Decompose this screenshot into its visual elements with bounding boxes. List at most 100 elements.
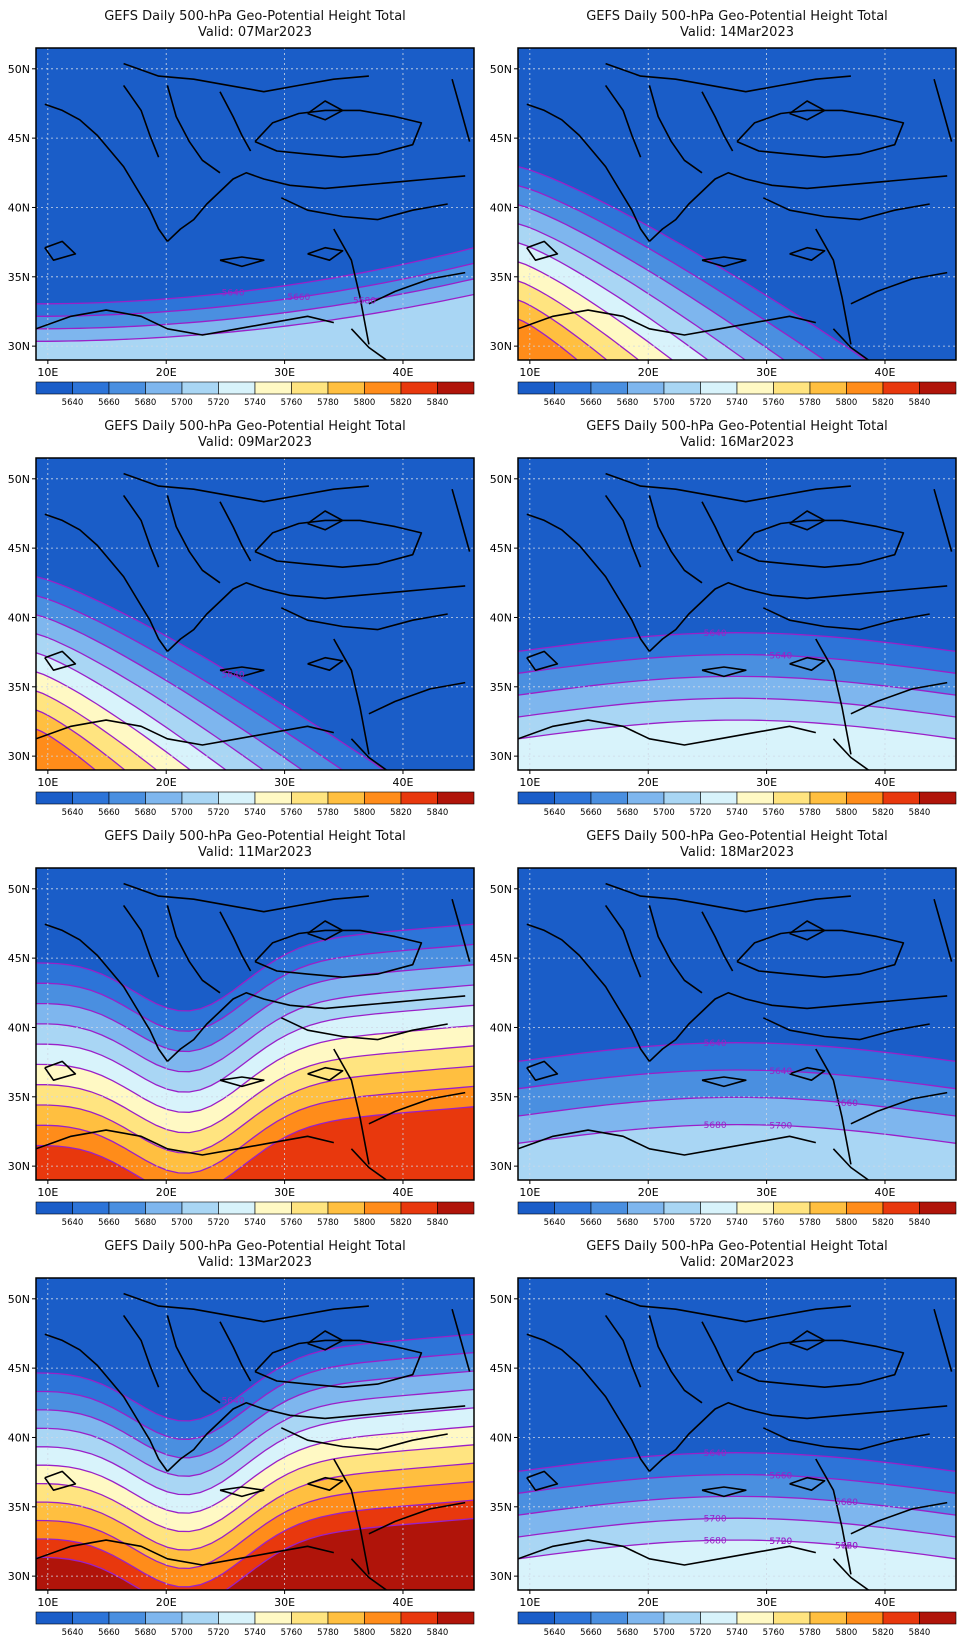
contour-label: 5660 xyxy=(835,1542,858,1552)
coastline xyxy=(254,1339,423,1388)
lon-label: 40E xyxy=(392,1596,413,1609)
coastline xyxy=(451,488,471,552)
coastline xyxy=(604,1314,642,1388)
legend-swatch xyxy=(846,791,884,805)
coastline xyxy=(307,1066,344,1081)
coastline xyxy=(333,1458,370,1575)
lat-label: 40N xyxy=(8,1431,30,1444)
legend-swatch xyxy=(882,381,920,395)
legend-label: 5740 xyxy=(244,1218,266,1228)
coastline xyxy=(333,638,370,755)
contour-line xyxy=(36,652,227,770)
contour-line xyxy=(518,261,674,360)
coastline xyxy=(219,1321,252,1382)
legend-swatch xyxy=(700,381,738,395)
legend-label: 5680 xyxy=(617,1218,639,1228)
coastline xyxy=(701,1486,747,1498)
legend-swatch xyxy=(437,1611,475,1625)
map-panel-p8: GEFS Daily 500-hPa Geo-Potential Height … xyxy=(490,1239,957,1638)
coastline xyxy=(701,1076,747,1088)
legend-swatch xyxy=(72,381,110,395)
legend-swatch xyxy=(400,1201,438,1215)
legend-label: 5840 xyxy=(909,398,931,408)
legend-label: 5680 xyxy=(135,398,157,408)
map-panel-p3: GEFS Daily 500-hPa Geo-Potential Height … xyxy=(8,419,475,818)
coastline xyxy=(933,1308,953,1372)
legend-swatch xyxy=(736,1201,774,1215)
contour-line xyxy=(36,1024,474,1113)
legend-swatch xyxy=(554,791,592,805)
legend-swatch xyxy=(627,1201,665,1215)
lon-label: 10E xyxy=(37,1596,58,1609)
lat-label: 35N xyxy=(490,681,512,694)
lat-label: 45N xyxy=(8,132,30,145)
legend-swatch xyxy=(919,1201,957,1215)
lon-label: 20E xyxy=(638,1596,659,1609)
contour-line xyxy=(36,614,304,770)
lat-label: 45N xyxy=(8,1362,30,1375)
lat-label: 40N xyxy=(8,201,30,214)
coastline xyxy=(832,738,869,770)
lat-label: 30N xyxy=(490,1160,512,1173)
legend-swatch xyxy=(517,1611,555,1625)
map-panel-p6: GEFS Daily 500-hPa Geo-Potential Height … xyxy=(490,829,957,1228)
coastline xyxy=(123,1292,369,1323)
coastline xyxy=(368,1091,466,1125)
map-panel-p7: GEFS Daily 500-hPa Geo-Potential Height … xyxy=(8,1239,475,1638)
coastline xyxy=(789,100,826,121)
panel-title: GEFS Daily 500-hPa Geo-Potential Height … xyxy=(104,9,406,24)
lat-label: 30N xyxy=(8,340,30,353)
panel-title: GEFS Daily 500-hPa Geo-Potential Height … xyxy=(104,419,406,434)
legend-swatch xyxy=(517,791,555,805)
lon-label: 30E xyxy=(756,776,777,789)
coastline xyxy=(333,1048,370,1165)
coastline xyxy=(701,666,747,678)
legend-label: 5760 xyxy=(763,1218,785,1228)
legend-label: 5720 xyxy=(690,1218,712,1228)
contour-line xyxy=(518,632,956,653)
coastline xyxy=(526,923,651,1062)
legend-label: 5720 xyxy=(690,398,712,408)
legend-label: 5760 xyxy=(281,1628,303,1638)
coastline xyxy=(122,494,160,568)
legend-label: 5820 xyxy=(390,808,412,818)
legend-swatch xyxy=(364,791,402,805)
contour-line xyxy=(518,719,956,740)
legend-swatch xyxy=(108,381,146,395)
contour-line xyxy=(518,653,956,674)
legend-label: 5700 xyxy=(653,808,675,818)
coastline xyxy=(518,309,816,336)
coastline xyxy=(648,495,703,584)
coastline xyxy=(526,1333,651,1472)
legend-label: 5820 xyxy=(872,1218,894,1228)
height-band xyxy=(36,729,96,770)
lon-label: 10E xyxy=(519,1596,540,1609)
coastline xyxy=(122,1314,160,1388)
legend-swatch xyxy=(72,1201,110,1215)
legend-label: 5780 xyxy=(317,1628,339,1638)
contour-label: 5640 xyxy=(704,629,727,639)
contour-line xyxy=(36,247,474,305)
legend-swatch xyxy=(627,1611,665,1625)
legend-swatch xyxy=(809,1201,847,1215)
legend-swatch xyxy=(145,1611,183,1625)
legend-swatch xyxy=(554,381,592,395)
lon-label: 30E xyxy=(274,1186,295,1199)
coastline xyxy=(219,256,265,268)
legend-swatch xyxy=(736,791,774,805)
lon-label: 20E xyxy=(156,1186,177,1199)
map-panel-p2: GEFS Daily 500-hPa Geo-Potential Height … xyxy=(490,9,957,408)
coastline xyxy=(526,1470,559,1491)
legend-label: 5700 xyxy=(171,808,193,818)
legend-label: 5760 xyxy=(281,398,303,408)
legend-label: 5840 xyxy=(427,398,449,408)
legend-swatch xyxy=(327,1611,365,1625)
contour-line xyxy=(36,1388,474,1477)
panel-title: GEFS Daily 500-hPa Geo-Potential Height … xyxy=(104,1239,406,1254)
coastline xyxy=(701,911,734,972)
map-frame xyxy=(35,47,475,361)
legend-swatch xyxy=(218,791,256,805)
lat-label: 30N xyxy=(490,340,512,353)
legend-label: 5640 xyxy=(544,1628,566,1638)
coastline xyxy=(166,85,221,174)
